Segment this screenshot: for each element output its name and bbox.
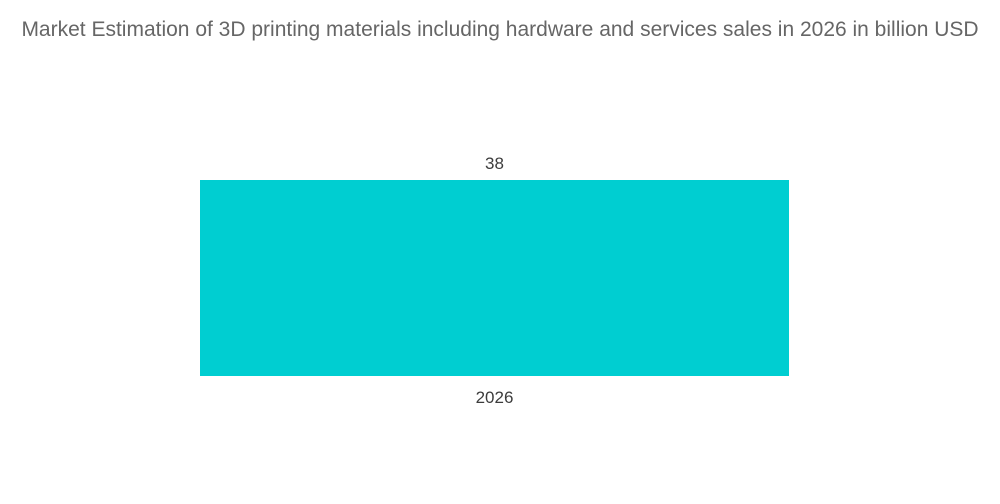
data-label-2026: 38 [485,154,504,173]
x-tick-label-2026: 2026 [476,388,514,407]
chart-title: Market Estimation of 3D printing materia… [0,14,1000,46]
plot-area: 38 2026 [200,154,789,407]
chart-title-text: Market Estimation of 3D printing materia… [21,18,979,41]
bar-2026 [200,180,789,376]
